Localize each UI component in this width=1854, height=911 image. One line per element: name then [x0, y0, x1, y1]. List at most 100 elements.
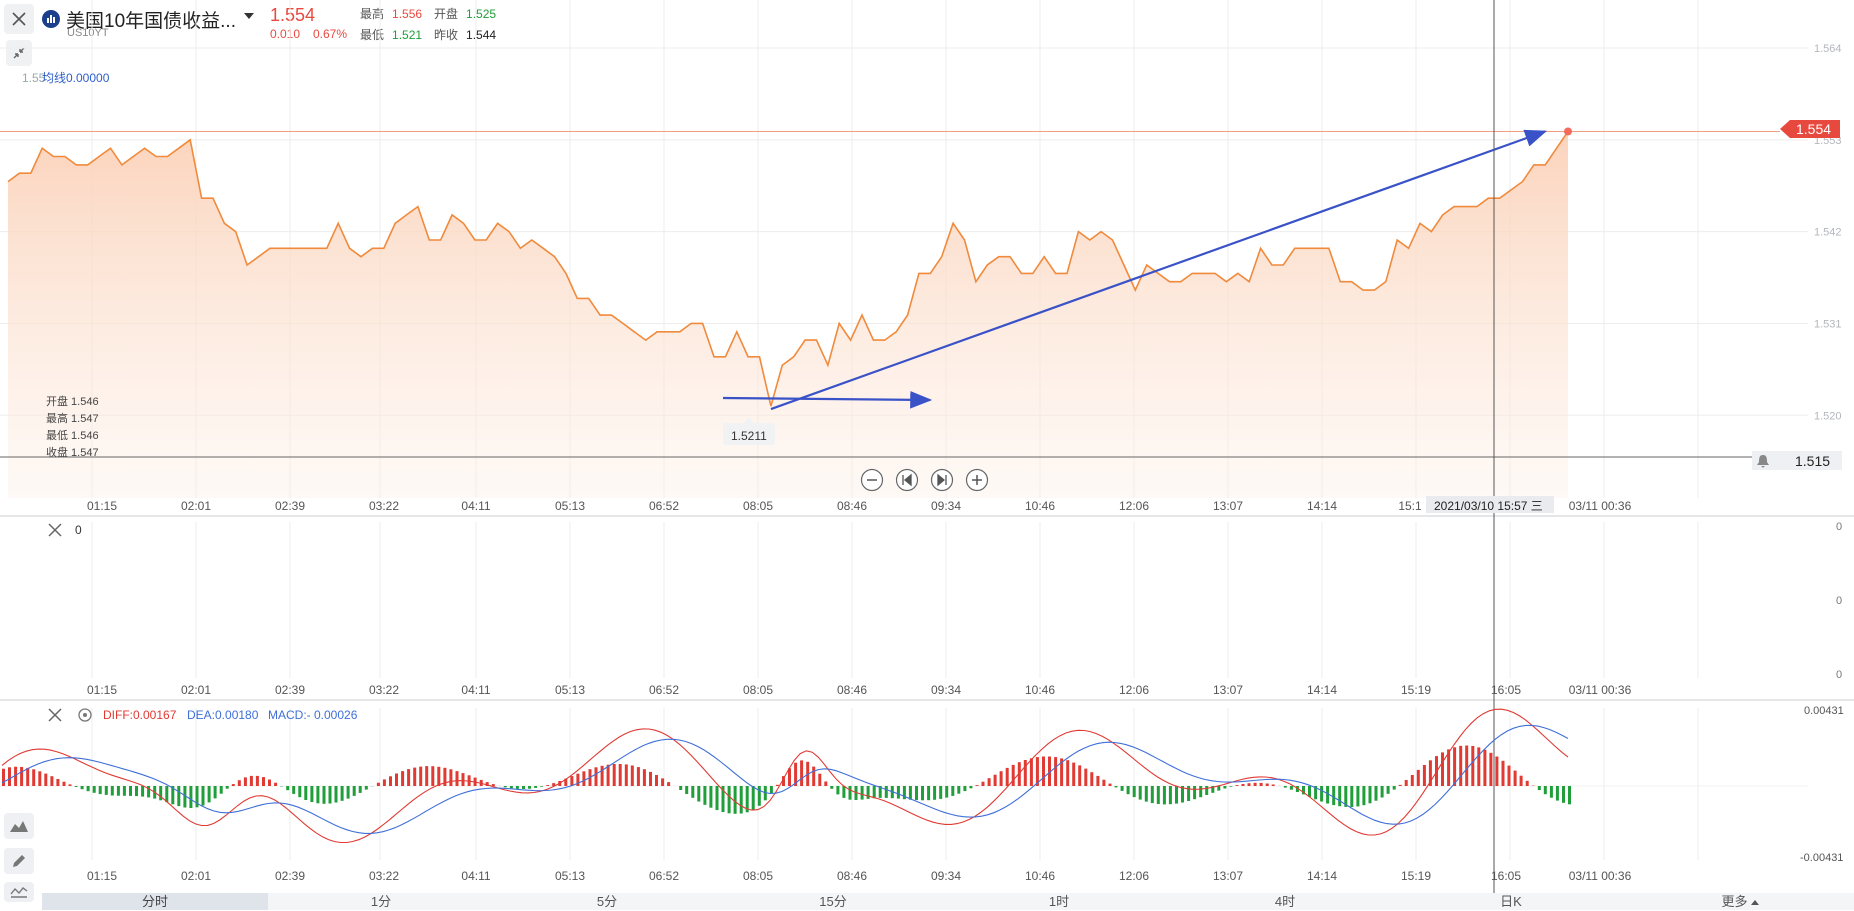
- macd-bar-53: [323, 786, 326, 804]
- macd-settings-button[interactable]: [79, 709, 91, 721]
- indicator-icon: [10, 886, 28, 898]
- tab-15min[interactable]: 15分: [720, 893, 946, 910]
- macd-bar-247: [1495, 757, 1498, 787]
- tab-1hour[interactable]: 1时: [946, 893, 1172, 910]
- macd-bar-130: [788, 768, 791, 786]
- zoom-out-button[interactable]: [862, 470, 883, 491]
- pencil-icon: [11, 853, 27, 869]
- macd-pane-close[interactable]: [49, 709, 61, 721]
- macd-bar-176: [1066, 760, 1069, 786]
- macd-bar-193: [1169, 786, 1172, 804]
- step-forward-button[interactable]: [932, 470, 953, 491]
- macd-bar-128: [776, 785, 779, 786]
- macd-bar-55: [335, 786, 338, 803]
- macd-bar-52: [316, 786, 319, 803]
- macd-bar-113: [685, 786, 688, 794]
- step-back-button[interactable]: [897, 470, 918, 491]
- macd-bar-11: [69, 784, 72, 786]
- price-x-tick-13: 14:14: [1307, 499, 1337, 513]
- macd-bar-49: [298, 786, 301, 797]
- ohlc-low: 最低 1.546: [46, 429, 99, 442]
- macd-bar-12: [75, 786, 78, 787]
- macd-bar-38: [232, 784, 235, 786]
- tab-4hour[interactable]: 4时: [1172, 893, 1398, 910]
- macd-bar-127: [770, 786, 773, 793]
- macd-axis-min: -0.00431: [1800, 852, 1843, 864]
- macd-bar-241: [1459, 746, 1462, 786]
- macd-bar-172: [1042, 757, 1045, 787]
- macd-x-tick-1: 02:01: [181, 869, 211, 883]
- macd-bar-203: [1229, 786, 1232, 787]
- macd-bar-5: [32, 769, 35, 786]
- macd-bar-118: [716, 786, 719, 810]
- draw-button[interactable]: [4, 848, 34, 874]
- macd-bar-35: [214, 786, 217, 798]
- macd-bar-134: [812, 767, 815, 786]
- tab-timeline[interactable]: 分时: [42, 893, 268, 910]
- macd-bar-69: [419, 767, 422, 786]
- volume-x-tick-8: 08:46: [837, 683, 867, 697]
- volume-x-tick-1: 02:01: [181, 683, 211, 697]
- macd-bar-132: [800, 760, 803, 786]
- macd-bar-159: [963, 786, 966, 791]
- macd-x-tick-5: 05:13: [555, 869, 585, 883]
- area-chart-icon: [9, 819, 29, 833]
- macd-bar-246: [1489, 753, 1492, 786]
- macd-bar-121: [734, 786, 737, 814]
- macd-bar-148: [897, 786, 900, 799]
- more-button[interactable]: 更多: [1680, 893, 1800, 910]
- macd-bar-249: [1508, 766, 1511, 786]
- macd-bar-14: [87, 786, 90, 791]
- price-x-tick-7: 08:05: [743, 499, 773, 513]
- macd-bar-44: [268, 780, 271, 787]
- macd-bar-105: [637, 767, 640, 786]
- indicator-button[interactable]: [4, 882, 34, 902]
- macd-bar-48: [292, 786, 295, 794]
- macd-bar-22: [135, 786, 138, 796]
- macd-bar-243: [1471, 746, 1474, 786]
- macd-bar-70: [425, 766, 428, 786]
- macd-dea-label: DEA:0.00180: [187, 708, 259, 722]
- ohlc-close: 收盘 1.547: [46, 445, 99, 459]
- macd-bar-83: [504, 786, 507, 787]
- macd-bar-10: [63, 782, 66, 786]
- macd-bar-231: [1399, 785, 1402, 786]
- price-area: [8, 132, 1568, 499]
- macd-bar-169: [1024, 760, 1027, 786]
- macd-bar-221: [1338, 786, 1341, 806]
- macd-bar-229: [1387, 786, 1390, 794]
- macd-bar-116: [703, 786, 706, 805]
- macd-bar-139: [842, 786, 845, 798]
- tab-5min[interactable]: 5分: [494, 893, 720, 910]
- zoom-in-button[interactable]: [967, 470, 988, 491]
- macd-bar-232: [1405, 780, 1408, 786]
- macd-bar-65: [395, 774, 398, 787]
- area-chart-button[interactable]: [4, 813, 34, 839]
- macd-bar-100: [607, 765, 610, 786]
- macd-bar-51: [310, 786, 313, 802]
- macd-bar-60: [365, 786, 368, 790]
- macd-bar-150: [909, 786, 912, 800]
- macd-bar-45: [274, 783, 277, 786]
- volume-x-tick-10: 10:46: [1025, 683, 1055, 697]
- macd-x-tick-16: 03/11 00:36: [1569, 869, 1632, 883]
- macd-bar-140: [849, 786, 852, 800]
- macd-bar-41: [250, 776, 253, 786]
- tab-daily[interactable]: 日K: [1398, 893, 1624, 910]
- macd-bar-187: [1133, 786, 1136, 797]
- volume-pane-close[interactable]: [49, 524, 61, 536]
- macd-bar-248: [1502, 761, 1505, 786]
- macd-bar-220: [1332, 786, 1335, 805]
- macd-bar-250: [1514, 771, 1517, 786]
- macd-bar-165: [1000, 771, 1003, 786]
- macd-bar-245: [1483, 750, 1486, 786]
- macd-bar-185: [1121, 786, 1124, 791]
- macd-x-tick-14: 15:19: [1401, 869, 1431, 883]
- ma-label[interactable]: 均线0.00000: [42, 71, 110, 85]
- tab-1min[interactable]: 1分: [268, 893, 494, 910]
- macd-bar-224: [1356, 786, 1359, 806]
- macd-bar-153: [927, 786, 930, 800]
- macd-bar-227: [1375, 786, 1378, 801]
- macd-bar-204: [1236, 785, 1239, 786]
